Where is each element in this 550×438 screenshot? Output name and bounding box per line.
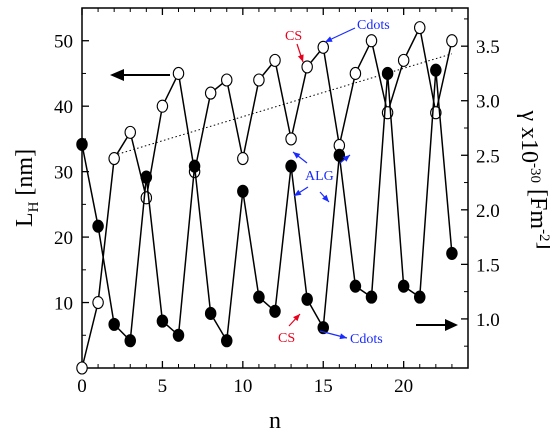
trend-line-layer <box>114 53 453 156</box>
bottom-cs-arrow-head <box>293 314 300 322</box>
left-axis-arrow-head <box>110 69 124 81</box>
x-axis-title: n <box>269 408 281 434</box>
filled-circle-point <box>365 290 378 304</box>
alg-arrow-up-right-head <box>342 155 350 162</box>
filled-circle-point <box>92 219 104 233</box>
filled-circle-point <box>333 148 346 162</box>
open-circle-point <box>349 66 362 81</box>
filled-circle-point <box>188 159 201 173</box>
filled-circle-point <box>204 306 217 321</box>
y-right-tick-label: 2.0 <box>476 201 500 222</box>
axes: 0 5 10 15 20 10 20 30 40 50 1.0 1.5 2.0 2.5 3.0 3.5 <box>54 7 500 397</box>
open-circle-point <box>446 34 458 48</box>
bottom-cdots-label: Cdots <box>350 332 383 347</box>
filled-circle-point <box>413 290 426 304</box>
open-circle-point <box>76 361 88 375</box>
top-cdots-arrow-head <box>325 36 333 42</box>
open-circle-point <box>269 53 281 67</box>
open-circle-point <box>285 132 297 146</box>
y-left-tick-label: 30 <box>54 163 73 184</box>
y-left-axis-title: LH [nm] <box>12 149 42 227</box>
open-circle-point <box>397 53 410 67</box>
open-circle-point <box>156 99 169 113</box>
open-circle-point <box>253 73 265 87</box>
open-circle-point <box>365 34 378 48</box>
filled-circle-point <box>430 63 442 77</box>
y-right-tick-label: 3.5 <box>476 37 500 58</box>
filled-circle-point <box>349 279 362 293</box>
y-left-tick-label: 20 <box>54 228 73 249</box>
filled-circle-point <box>221 334 233 348</box>
top-cdots-label: Cdots <box>357 18 390 33</box>
open-circle-point <box>108 151 120 166</box>
x-tick-label: 0 <box>77 376 87 397</box>
filled-circle-point <box>269 304 281 318</box>
filled-circle-point <box>140 170 153 184</box>
filled-circle-point <box>172 328 185 342</box>
series-2-line <box>81 70 453 344</box>
series-layer <box>76 21 458 375</box>
y-left-tick-label: 50 <box>54 32 73 53</box>
filled-circle-point <box>108 317 120 331</box>
alg-arrow-up-left-head <box>293 152 301 159</box>
filled-circle-point <box>124 334 137 348</box>
filled-circle-point <box>285 159 297 173</box>
bottom-cdots-arrow-head <box>339 333 347 340</box>
y-right-tick-label: 3.0 <box>476 92 500 113</box>
open-circle-point <box>237 151 249 166</box>
open-circle-point <box>124 125 137 139</box>
alg-arrow-down-right-head <box>322 194 329 202</box>
middle-alg-label: ALG <box>305 169 334 184</box>
alg-arrow-down-left-head <box>294 189 302 196</box>
filled-circle-point <box>156 314 169 328</box>
top-cs-arrow-head <box>297 54 304 62</box>
open-circle-point <box>317 40 329 54</box>
y-left-tick-label: 10 <box>54 294 73 315</box>
x-tick-label: 15 <box>314 376 333 397</box>
filled-circle-point <box>237 184 249 198</box>
y-right-tick-label: 2.5 <box>476 146 500 167</box>
filled-circle-point <box>446 246 458 261</box>
open-circle-point <box>92 295 104 310</box>
trend-line <box>114 53 453 156</box>
labels-layer: n LH [nm] γ x10-30 [Fm-2] <box>12 109 550 434</box>
top-cs-label: CS <box>285 29 302 44</box>
open-circle-point <box>172 66 185 81</box>
bottom-cs-label: CS <box>278 331 295 346</box>
annotations-layer: CS Cdots ALG CS Cdots <box>110 18 458 347</box>
y-left-tick-label: 40 <box>54 97 73 118</box>
open-circle-point <box>204 86 217 100</box>
x-tick-label: 5 <box>158 376 168 397</box>
y-right-axis-title: γ x10-30 [Fm-2] <box>516 109 550 249</box>
filled-circle-point <box>253 290 265 304</box>
filled-circle-point <box>381 66 394 81</box>
x-tick-label: 20 <box>394 376 413 397</box>
filled-circle-point <box>76 137 88 151</box>
filled-circle-point <box>397 279 410 293</box>
open-circle-point <box>221 73 233 87</box>
y-right-tick-label: 1.0 <box>476 310 500 331</box>
open-circle-point <box>301 60 313 74</box>
filled-circle-point <box>301 292 313 306</box>
open-circle-point <box>140 191 153 205</box>
open-circle-point <box>413 21 426 35</box>
x-tick-label: 10 <box>233 376 252 397</box>
y-right-tick-label: 1.5 <box>476 255 500 276</box>
right-axis-arrow-head <box>445 319 458 331</box>
